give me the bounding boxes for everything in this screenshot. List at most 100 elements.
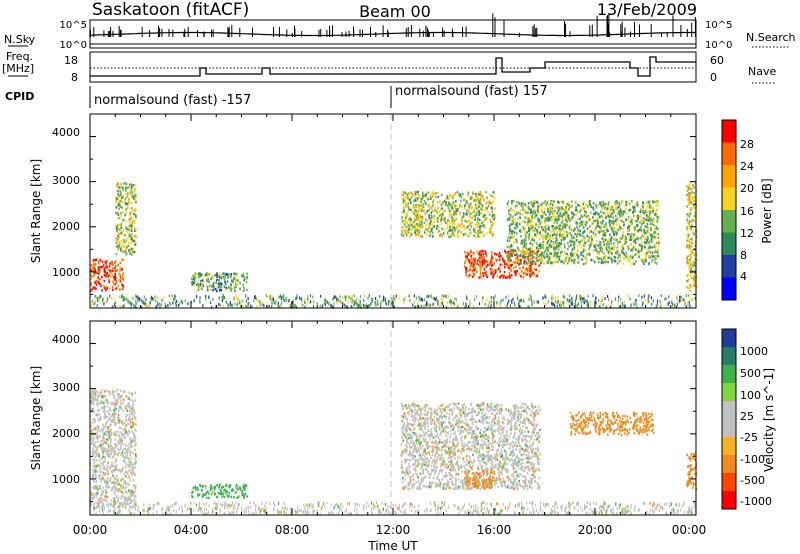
scatter-cell	[119, 399, 122, 403]
scatter-cell	[118, 409, 120, 413]
scatter-cell	[688, 226, 691, 230]
scatter-cell	[491, 256, 494, 259]
ground-scatter-cell	[157, 296, 159, 300]
scatter-cell	[646, 226, 649, 229]
ground-scatter-cell	[521, 299, 523, 303]
scatter-cell	[640, 241, 643, 244]
nsearch-tick-bottom: 10^0	[705, 40, 732, 51]
scatter-cell	[90, 425, 93, 428]
scatter-cell	[455, 218, 458, 221]
ground-scatter-cell	[99, 296, 101, 300]
scatter-cell	[576, 250, 578, 253]
scatter-cell	[655, 226, 658, 229]
scatter-cell	[596, 230, 599, 233]
scatter-cell	[101, 388, 103, 392]
scatter-cell	[525, 211, 528, 215]
ground-scatter-cell	[427, 303, 429, 307]
ground-scatter-cell	[375, 303, 377, 307]
scatter-cell	[573, 248, 576, 251]
scatter-cell	[588, 218, 591, 221]
scatter-cell	[128, 186, 131, 189]
scatter-cell	[509, 213, 512, 217]
ground-scatter-cell	[586, 299, 588, 303]
scatter-cell	[654, 257, 657, 261]
scatter-cell	[688, 261, 691, 264]
scatter-cell	[687, 235, 690, 238]
scatter-cell	[515, 232, 518, 235]
scatter-cell	[609, 207, 611, 210]
scatter-cell	[493, 222, 495, 225]
scatter-cell	[549, 237, 552, 241]
scatter-cell	[508, 264, 510, 267]
ground-scatter-cell	[377, 299, 379, 303]
scatter-cell	[519, 267, 521, 270]
scatter-cell	[413, 220, 415, 224]
scatter-cell	[545, 224, 548, 227]
scatter-cell	[516, 256, 519, 259]
scatter-cell	[125, 482, 127, 486]
scatter-cell	[630, 223, 632, 227]
scatter-cell	[92, 447, 94, 450]
scatter-cell	[485, 232, 488, 235]
scatter-cell	[118, 246, 120, 249]
scatter-cell	[101, 423, 104, 426]
scatter-cell	[404, 229, 406, 232]
scatter-cell	[690, 271, 692, 275]
scatter-cell	[401, 220, 404, 223]
scatter-cell	[557, 215, 560, 218]
scatter-cell	[560, 242, 562, 245]
scatter-cell	[118, 235, 120, 239]
scatter-cell	[503, 262, 506, 266]
ground-scatter-cell	[523, 299, 525, 303]
scatter-cell	[476, 207, 478, 210]
scatter-cell	[653, 245, 656, 248]
scatter-cell	[220, 288, 223, 292]
scatter-cell	[533, 241, 536, 244]
ground-scatter-cell	[656, 302, 658, 306]
scatter-cell	[585, 215, 588, 218]
scatter-cell	[113, 502, 115, 505]
ground-scatter-cell	[418, 295, 420, 299]
scatter-cell	[656, 262, 658, 265]
scatter-cell	[555, 247, 558, 250]
scatter-cell	[602, 204, 604, 207]
scatter-cell	[509, 276, 511, 279]
scatter-cell	[92, 408, 95, 412]
scatter-cell	[509, 232, 512, 235]
scatter-cell	[601, 248, 603, 251]
ground-scatter-cell	[328, 302, 330, 305]
scatter-cell	[636, 201, 639, 204]
scatter-cell	[574, 238, 576, 241]
power-panel	[89, 113, 698, 309]
scatter-cell	[608, 247, 611, 250]
ground-scatter-cell	[127, 299, 129, 303]
scatter-cell	[401, 217, 403, 221]
scatter-cell	[533, 249, 536, 253]
scatter-cell	[625, 218, 627, 221]
scatter-cell	[107, 419, 110, 422]
scatter-cell	[445, 197, 447, 201]
scatter-cell	[504, 251, 507, 254]
scatter-cell	[117, 217, 120, 220]
scatter-cell	[691, 277, 693, 280]
scatter-cell	[441, 234, 443, 238]
scatter-cell	[613, 227, 616, 230]
scatter-cell	[480, 256, 483, 260]
scatter-cell	[91, 395, 94, 398]
scatter-cell	[545, 246, 548, 250]
scatter-cell	[456, 208, 459, 211]
scatter-cell	[518, 222, 521, 226]
scatter-cell	[623, 253, 625, 256]
scatter-cell	[521, 242, 523, 245]
scatter-cell	[211, 274, 213, 278]
scatter-cell	[105, 421, 108, 424]
scatter-cell	[546, 247, 549, 250]
scatter-cell	[610, 227, 613, 230]
scatter-cell	[464, 219, 466, 223]
scatter-cell	[492, 233, 495, 236]
scatter-cell	[117, 237, 119, 241]
scatter-cell	[569, 205, 572, 208]
scatter-cell	[650, 234, 652, 237]
scatter-cell	[687, 261, 690, 265]
scatter-cell	[530, 255, 533, 259]
